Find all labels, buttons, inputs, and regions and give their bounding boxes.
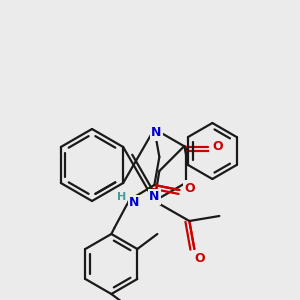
Text: N: N bbox=[149, 190, 160, 203]
Text: N: N bbox=[151, 127, 161, 140]
Text: N: N bbox=[129, 196, 140, 209]
Text: O: O bbox=[194, 253, 205, 266]
Text: O: O bbox=[184, 182, 195, 194]
Text: H: H bbox=[117, 192, 126, 202]
Text: O: O bbox=[212, 140, 223, 154]
